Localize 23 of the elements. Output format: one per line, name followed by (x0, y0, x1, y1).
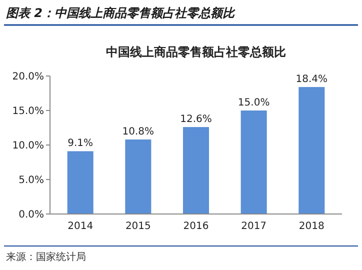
y-tick-label: 5.0% (18, 175, 44, 186)
data-label: 18.4% (296, 74, 328, 86)
data-label: 15.0% (238, 98, 270, 108)
y-tick-label: 20.0% (12, 72, 44, 82)
bar (67, 151, 94, 214)
bar (240, 110, 267, 214)
x-tick-label: 2016 (183, 221, 209, 232)
chart-subtitle: 图表 2：中国线上商品零售额占社零总额比 (6, 6, 236, 20)
source-note: 来源：国家统计局 (6, 251, 86, 263)
bar (125, 139, 152, 214)
x-tick-label: 2017 (241, 221, 267, 232)
y-tick-label: 15.0% (12, 106, 44, 117)
chart-title: 中国线上商品零售额占社零总额比 (106, 45, 286, 59)
y-tick-label: 0.0% (18, 210, 44, 220)
bar (182, 127, 210, 214)
x-tick-label: 2018 (298, 221, 324, 232)
x-tick-label: 2015 (125, 221, 151, 232)
data-label: 9.1% (68, 138, 94, 150)
x-tick-label: 2014 (68, 221, 94, 232)
data-label: 12.6% (180, 114, 212, 126)
data-label: 10.8% (122, 126, 154, 138)
bar (298, 87, 325, 214)
y-tick-label: 10.0% (12, 140, 44, 152)
